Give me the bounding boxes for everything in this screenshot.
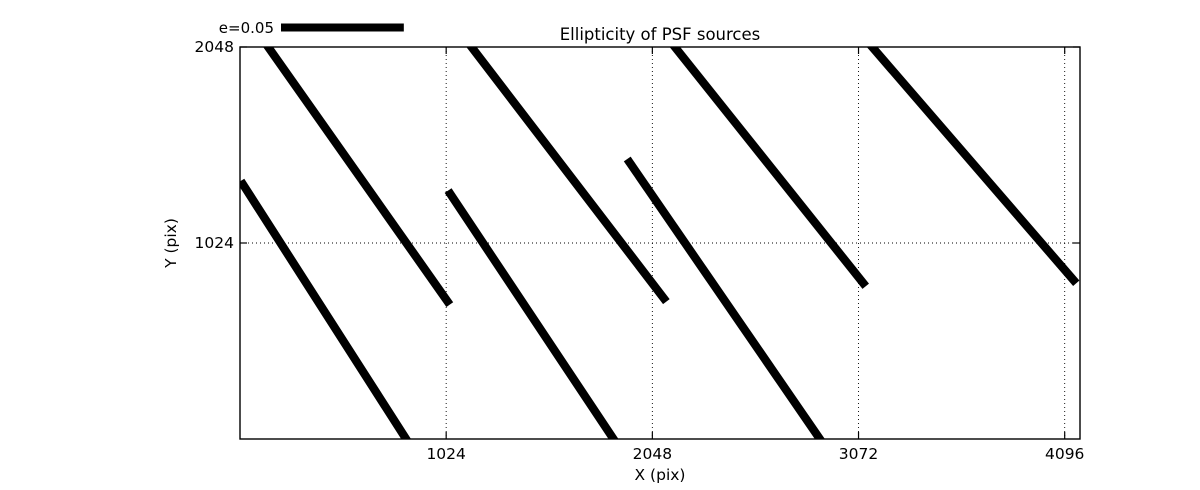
x-tick-label: 2048 <box>633 445 672 463</box>
ellipticity-whisker <box>444 188 619 439</box>
y-axis-label: Y (pix) <box>162 218 180 269</box>
y-tick-label: 2048 <box>195 38 234 56</box>
ellipticity-whisker <box>466 47 670 305</box>
chart-title: Ellipticity of PSF sources <box>560 25 761 44</box>
x-tick-label: 4096 <box>1045 445 1084 463</box>
legend-scale-label: e=0.05 <box>219 19 274 37</box>
tick-labels: 1024 2048 3072 4096 1024 2048 <box>195 38 1085 463</box>
ellipticity-whisker <box>669 47 869 289</box>
x-tick-label: 1024 <box>426 445 465 463</box>
x-axis-label: X (pix) <box>635 466 686 484</box>
x-tick-label: 3072 <box>839 445 878 463</box>
ellipticity-whisker <box>240 178 412 439</box>
ellipticity-whisker <box>623 156 825 439</box>
whisker-segments <box>240 47 1080 439</box>
ellipticity-whisker <box>866 47 1080 286</box>
y-tick-label: 1024 <box>195 234 234 252</box>
ellipticity-whisker <box>263 47 454 307</box>
plot-border <box>239 46 1081 440</box>
